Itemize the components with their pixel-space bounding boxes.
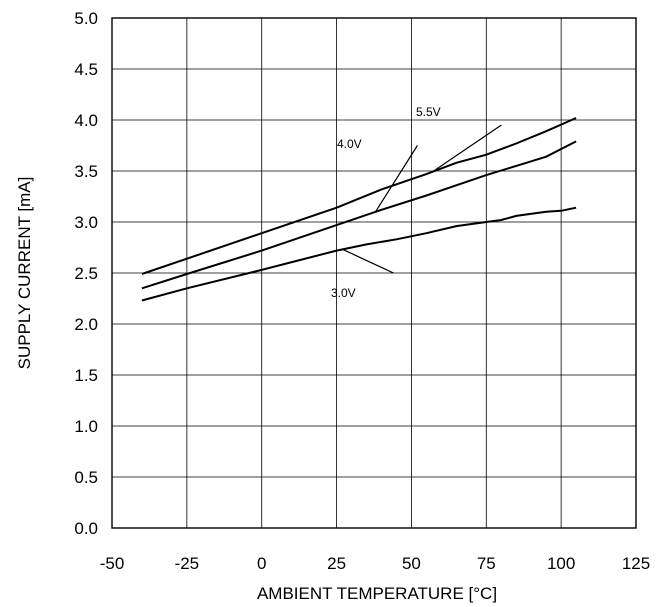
y-tick-label: 3.0 — [74, 213, 98, 232]
x-axis-title: AMBIENT TEMPERATURE [°C] — [257, 584, 497, 603]
series-label-leader — [374, 145, 418, 213]
y-tick-label: 2.0 — [74, 315, 98, 334]
series-label-leader — [342, 248, 394, 274]
x-tick-labels: -50 -25 0 25 50 75 100 125 — [100, 554, 650, 573]
series-line-5-5v — [141, 117, 577, 275]
x-tick-label: 0 — [257, 554, 266, 573]
series-label-leader — [432, 124, 502, 173]
x-tick-label: -25 — [175, 554, 200, 573]
y-tick-label: 4.0 — [74, 111, 98, 130]
x-tick-label: 100 — [547, 554, 575, 573]
y-tick-label: 0.5 — [74, 468, 98, 487]
series-label: 3.0V — [331, 286, 356, 300]
y-tick-label: 4.5 — [74, 60, 98, 79]
plot-frame — [111, 17, 637, 529]
grid — [112, 18, 636, 528]
y-tick-label: 2.5 — [74, 264, 98, 283]
series-label: 4.0V — [337, 137, 362, 151]
y-tick-label: 0.0 — [74, 519, 98, 538]
x-tick-label: 75 — [477, 554, 496, 573]
x-tick-label: 25 — [327, 554, 346, 573]
y-tick-label: 1.5 — [74, 366, 98, 385]
y-tick-labels: 0.0 0.5 1.0 1.5 2.0 2.5 3.0 3.5 4.0 4.5 5.0 — [74, 9, 98, 538]
series-lines — [141, 117, 577, 302]
series-line-3-0v — [141, 206, 577, 302]
x-tick-label: -50 — [100, 554, 125, 573]
y-tick-label: 5.0 — [74, 9, 98, 28]
series-line-4-0v — [141, 140, 577, 290]
x-tick-label: 125 — [622, 554, 650, 573]
y-tick-label: 3.5 — [74, 162, 98, 181]
y-axis-title: SUPPLY CURRENT [mA] — [15, 177, 34, 370]
series-labels: 5.5V 4.0V 3.0V — [331, 105, 502, 300]
x-tick-label: 50 — [402, 554, 421, 573]
y-tick-label: 1.0 — [74, 417, 98, 436]
series-label: 5.5V — [416, 105, 441, 119]
